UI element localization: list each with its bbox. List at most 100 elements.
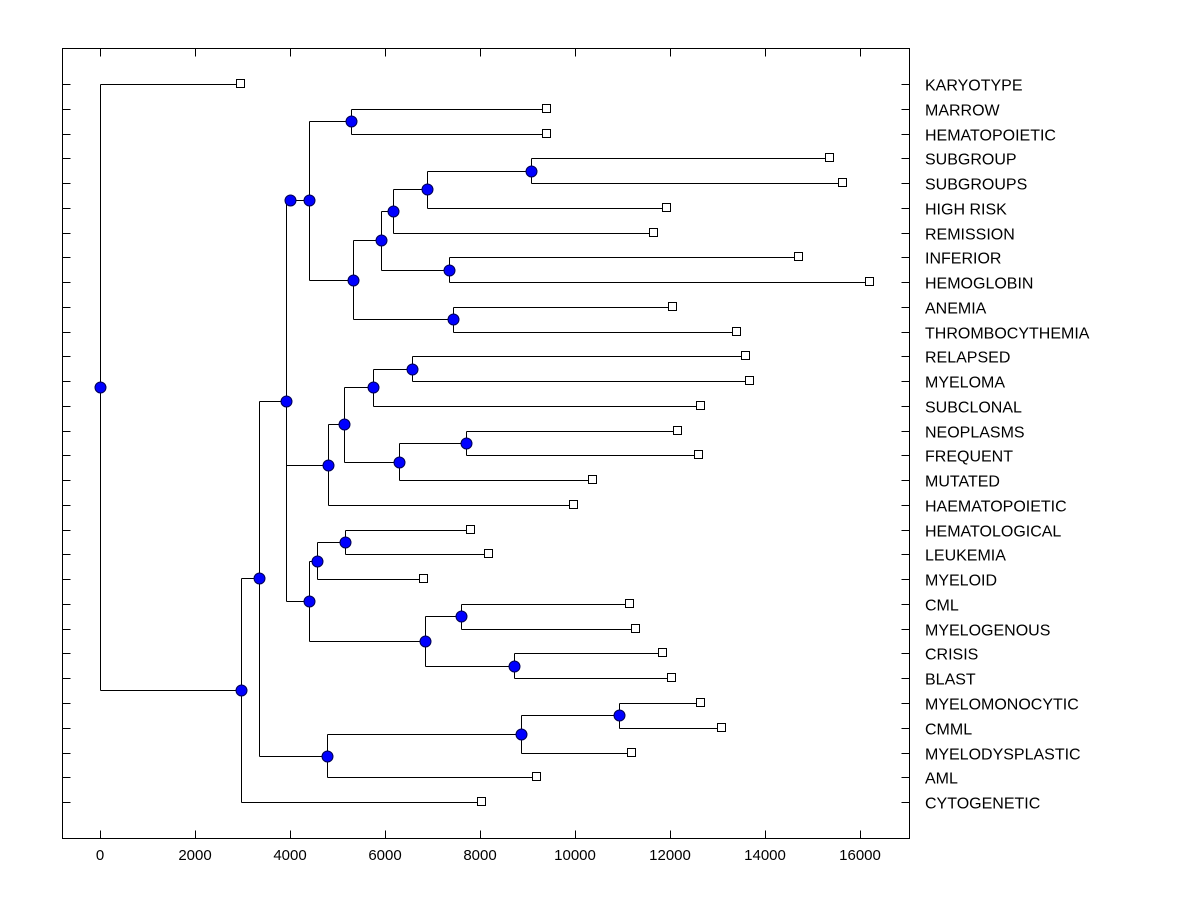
leaf-marker [627, 748, 636, 757]
cluster-node [419, 635, 432, 648]
leaf-marker [484, 549, 493, 558]
cluster-node [367, 381, 380, 394]
leaf-marker [532, 772, 541, 781]
cluster-node [455, 610, 468, 623]
x-tick-label: 2000 [178, 847, 211, 864]
leaf-marker [745, 376, 754, 385]
leaf-label: ANEMIA [925, 301, 987, 318]
leaf-marker [741, 351, 750, 360]
cluster-node [280, 395, 293, 408]
leaf-markers [236, 79, 874, 806]
leaf-label: BLAST [925, 672, 976, 689]
leaf-marker [694, 450, 703, 459]
internal-nodes [94, 115, 626, 763]
branches [100, 84, 871, 803]
leaf-label: FREQUENT [925, 449, 1013, 466]
cluster-node [347, 274, 360, 287]
leaf-marker [477, 797, 486, 806]
leaf-marker [466, 525, 475, 534]
leaf-marker [662, 203, 671, 212]
cluster-node [508, 660, 521, 673]
cluster-node [339, 536, 352, 549]
cluster-node [311, 555, 324, 568]
leaf-label: MUTATED [925, 474, 1000, 491]
leaf-marker [838, 178, 847, 187]
leaf-marker [825, 153, 834, 162]
leaf-label: HEMATOPOIETIC [925, 128, 1056, 145]
cluster-node [338, 418, 351, 431]
leaf-marker [542, 129, 551, 138]
leaf-label: MYELOMONOCYTIC [925, 697, 1079, 714]
leaf-label: CMML [925, 722, 972, 739]
leaf-marker [717, 723, 726, 732]
cluster-node [613, 709, 626, 722]
leaf-label: HEMATOLOGICAL [925, 524, 1061, 541]
cluster-node [284, 194, 297, 207]
leaf-marker [794, 252, 803, 261]
x-tick-label: 16000 [839, 847, 881, 864]
leaf-marker [865, 277, 874, 286]
leaf-label: AML [925, 771, 958, 788]
plot-frame [62, 48, 910, 839]
leaf-label: THROMBOCYTHEMIA [925, 326, 1090, 343]
leaf-label: MYELOGENOUS [925, 623, 1050, 640]
cluster-node [460, 437, 473, 450]
leaf-marker [658, 648, 667, 657]
leaf-label: MYELOID [925, 573, 997, 590]
x-tick-label: 12000 [649, 847, 691, 864]
leaf-label: REMISSION [925, 227, 1015, 244]
leaf-label: NEOPLASMS [925, 425, 1025, 442]
cluster-node [303, 194, 316, 207]
cluster-node [387, 205, 400, 218]
x-tick-label: 0 [96, 847, 104, 864]
leaf-label: HAEMATOPOIETIC [925, 499, 1067, 516]
cluster-node [321, 750, 334, 763]
x-tick-label: 10000 [554, 847, 596, 864]
leaf-marker [673, 426, 682, 435]
leaf-marker [569, 500, 578, 509]
leaf-marker [631, 624, 640, 633]
cluster-node [235, 684, 248, 697]
cluster-node [525, 165, 538, 178]
leaf-labels: KARYOTYPE MARROW HEMATOPOIETIC SUBGROUP SUBG… [925, 78, 1090, 813]
leaf-label: LEUKEMIA [925, 548, 1006, 565]
cluster-node [515, 728, 528, 741]
leaf-label: INFERIOR [925, 251, 1001, 268]
leaf-label: HIGH RISK [925, 202, 1007, 219]
leaf-marker [696, 698, 705, 707]
leaf-marker [625, 599, 634, 608]
leaf-marker [668, 302, 677, 311]
x-tick-label: 8000 [463, 847, 496, 864]
leaf-label: MARROW [925, 103, 1001, 120]
leaf-marker [649, 228, 658, 237]
x-tick-label: 14000 [744, 847, 786, 864]
leaf-label: CML [925, 598, 959, 615]
leaf-marker [732, 327, 741, 336]
cluster-node [94, 381, 107, 394]
leaf-marker [236, 79, 245, 88]
x-tick-label: 6000 [368, 847, 401, 864]
cluster-node [322, 459, 335, 472]
leaf-label: MYELOMA [925, 375, 1005, 392]
leaf-label: CYTOGENETIC [925, 796, 1040, 813]
cluster-node [443, 264, 456, 277]
leaf-label: CRISIS [925, 647, 978, 664]
cluster-node [393, 456, 406, 469]
x-axis: 0 2000 4000 6000 8000 10000 12000 14000 16000 [96, 48, 881, 864]
leaf-label: SUBGROUP [925, 152, 1017, 169]
leaf-label: SUBGROUPS [925, 177, 1027, 194]
leaf-label: KARYOTYPE [925, 78, 1023, 95]
cluster-node [421, 183, 434, 196]
leaf-label: RELAPSED [925, 350, 1010, 367]
cluster-node [253, 572, 266, 585]
cluster-node [345, 115, 358, 128]
leaf-label: MYELODYSPLASTIC [925, 747, 1081, 764]
cluster-node [303, 595, 316, 608]
leaf-marker [419, 574, 428, 583]
leaf-marker [542, 104, 551, 113]
leaf-label: SUBCLONAL [925, 400, 1022, 417]
cluster-node [406, 363, 419, 376]
leaf-marker [588, 475, 597, 484]
leaf-label: HEMOGLOBIN [925, 276, 1033, 293]
